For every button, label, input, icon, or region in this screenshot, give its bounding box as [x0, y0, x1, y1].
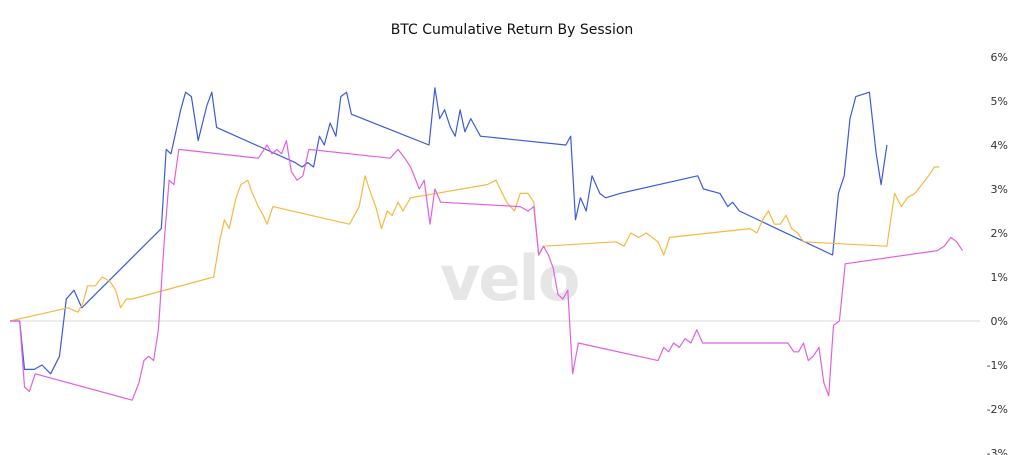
series-line-1: [10, 87, 888, 375]
y-tick-label: -2%: [987, 403, 1008, 416]
y-tick-label: 2%: [991, 227, 1008, 240]
y-tick-label: 4%: [991, 139, 1008, 152]
y-tick-label: 0%: [991, 315, 1008, 328]
y-tick-label: 1%: [991, 271, 1008, 284]
series-line-3: [10, 140, 964, 401]
y-tick-label: 3%: [991, 183, 1008, 196]
y-tick-label: 6%: [991, 51, 1008, 64]
y-tick-label: -3%: [987, 447, 1008, 455]
chart-title: BTC Cumulative Return By Session: [390, 22, 634, 38]
y-tick-label: 5%: [991, 95, 1008, 108]
series-line-2: [9, 166, 940, 322]
y-tick-label: -1%: [987, 359, 1008, 372]
